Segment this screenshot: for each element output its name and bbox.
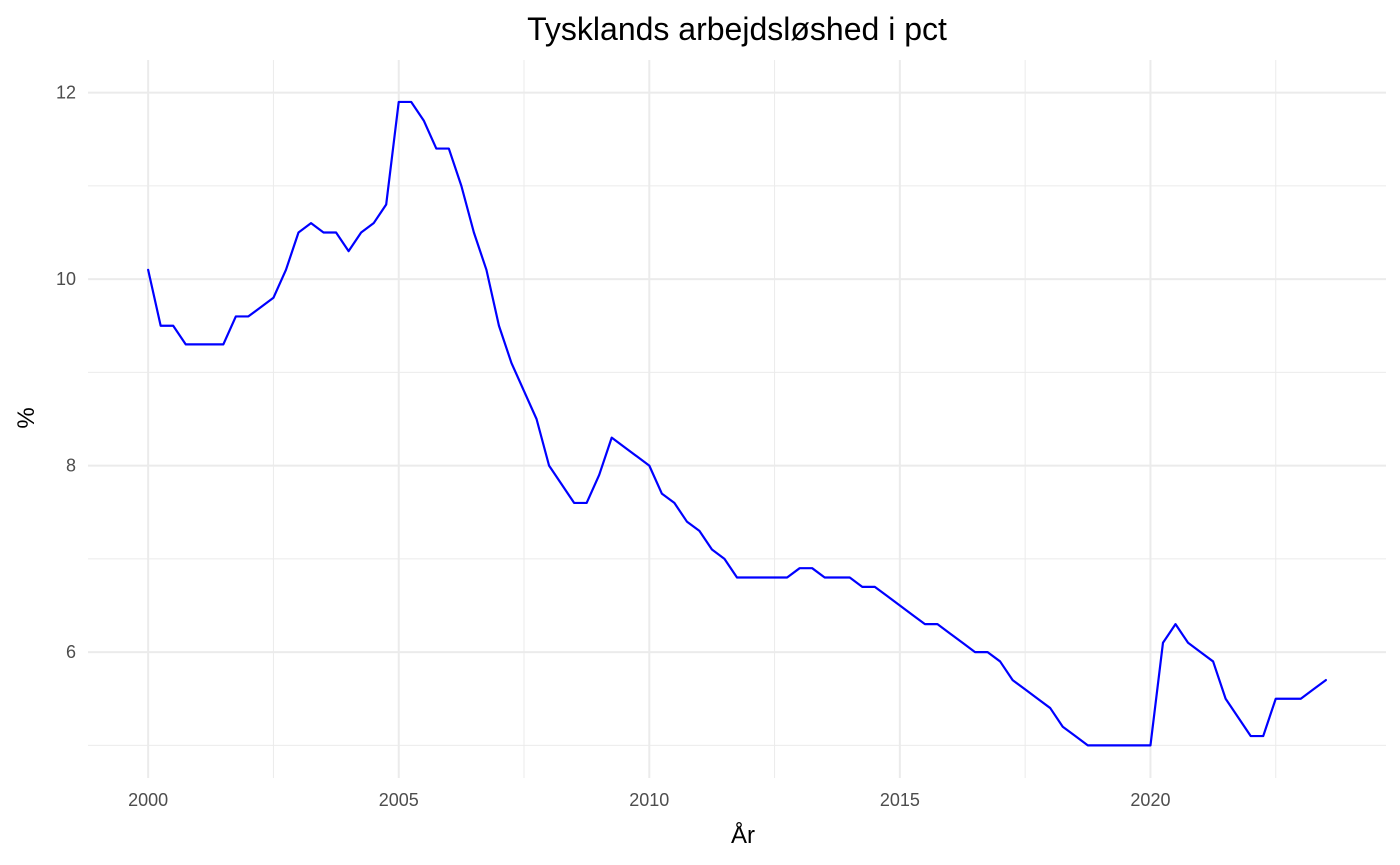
y-axis-title: % xyxy=(13,407,40,428)
x-axis-title: År xyxy=(731,821,755,849)
chart-title: Tysklands arbejdsløshed i pct xyxy=(527,11,947,47)
y-tick-label: 10 xyxy=(56,269,76,289)
minor-gridlines xyxy=(88,60,1386,778)
plot-area xyxy=(88,60,1386,778)
x-tick-label: 2015 xyxy=(880,790,920,810)
series-line xyxy=(147,100,1327,747)
y-tick-label: 6 xyxy=(66,642,76,662)
x-axis-tick-labels: 2000 2005 2010 2015 2020 xyxy=(128,790,1170,810)
x-tick-label: 2000 xyxy=(128,790,168,810)
x-tick-label: 2010 xyxy=(629,790,669,810)
x-tick-label: 2020 xyxy=(1130,790,1170,810)
y-axis-tick-labels: 6 8 10 12 xyxy=(56,83,76,662)
series-layer xyxy=(147,100,1327,747)
y-tick-label: 12 xyxy=(56,83,76,103)
major-gridlines xyxy=(88,60,1386,778)
x-tick-label: 2005 xyxy=(379,790,419,810)
y-tick-label: 8 xyxy=(66,456,76,476)
